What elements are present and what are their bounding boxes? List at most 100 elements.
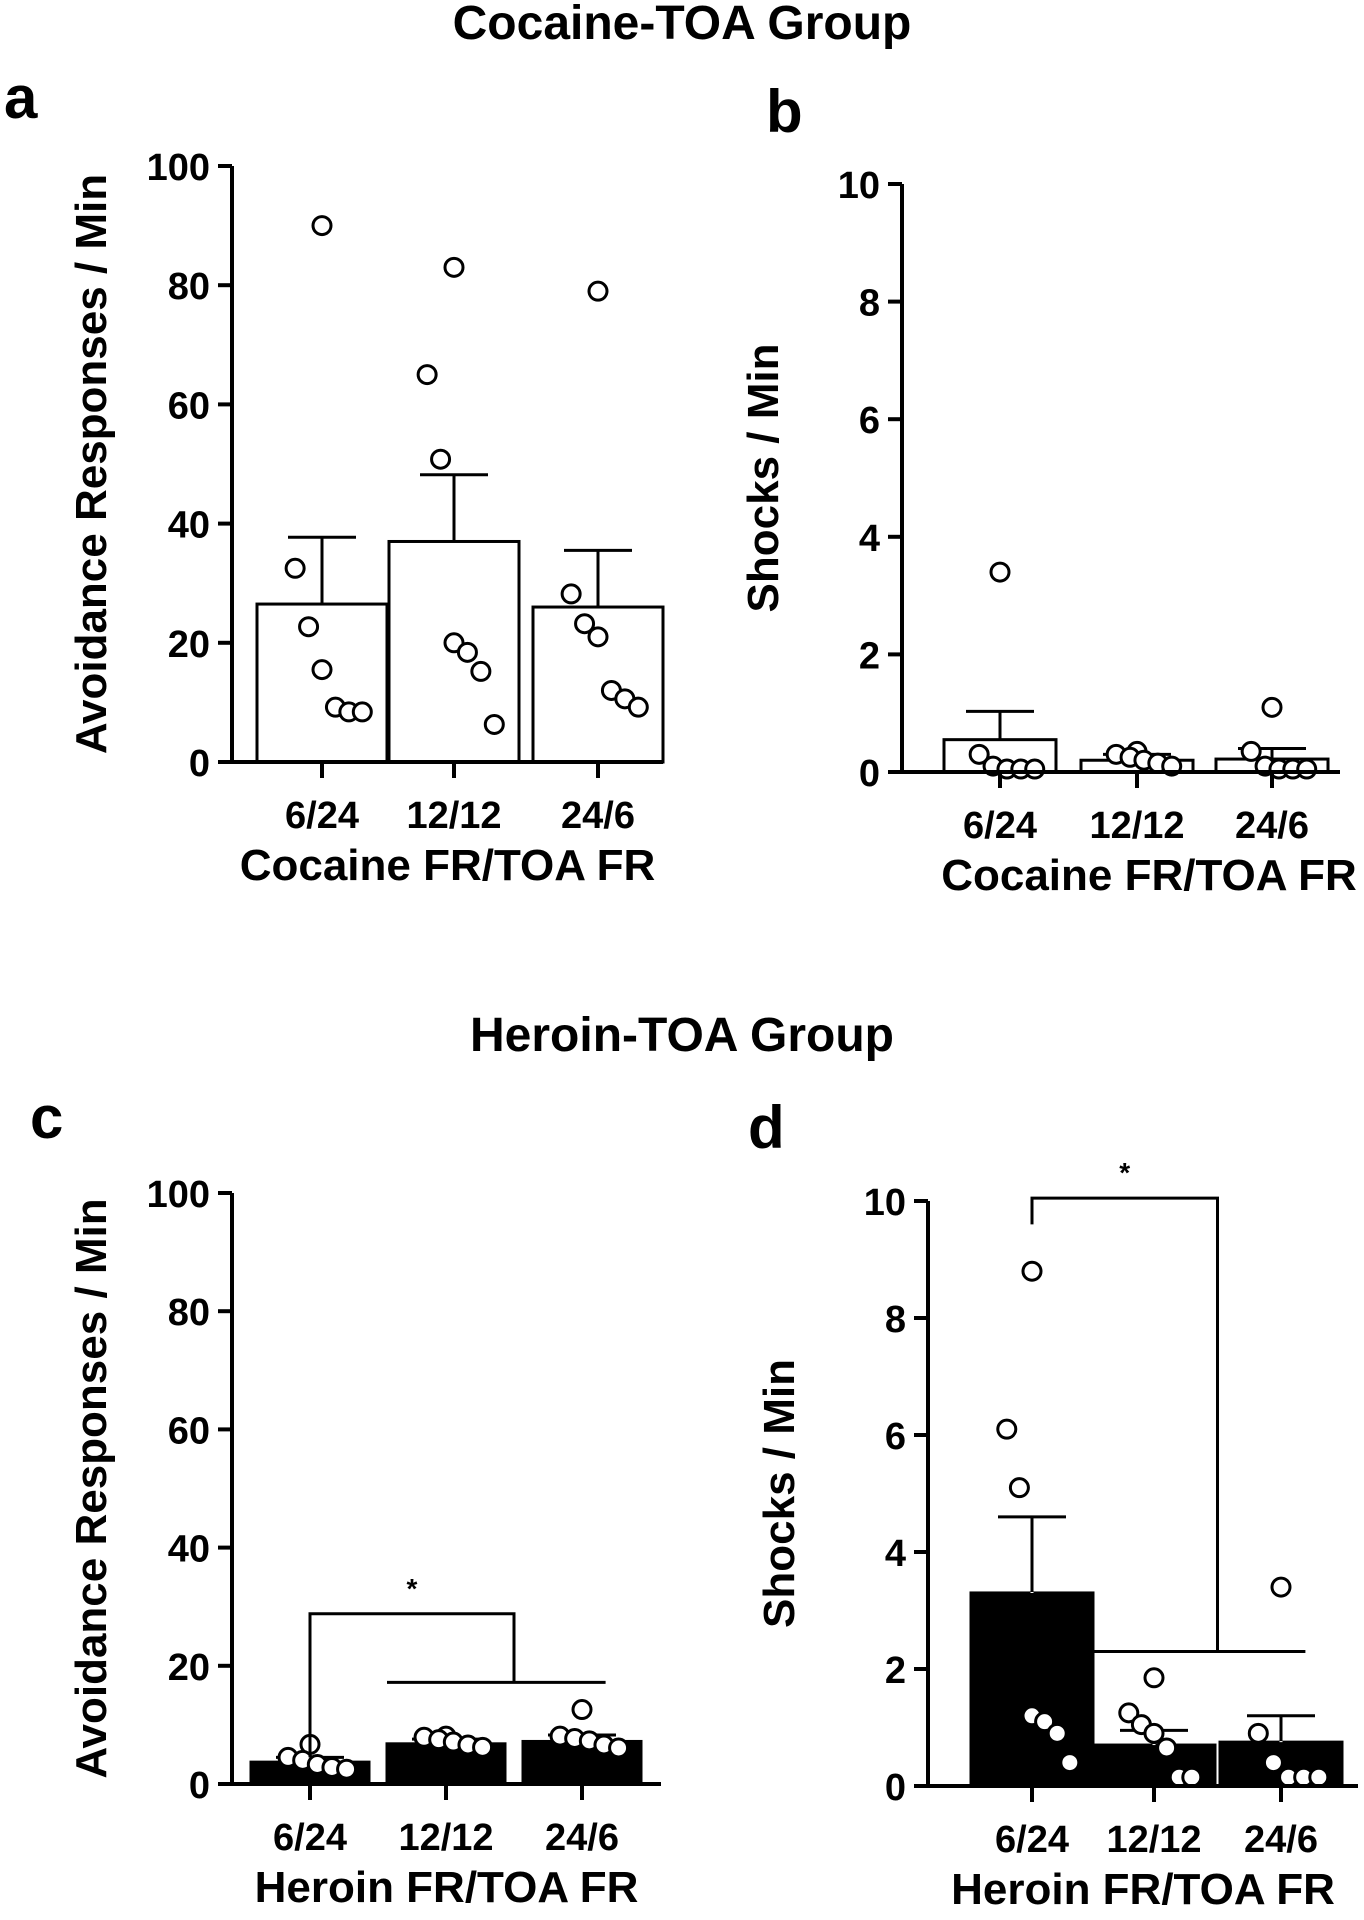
- x-tick-label: 12/12: [1089, 805, 1184, 847]
- bar-6/24: [255, 602, 389, 764]
- panel-letter-b: b: [766, 78, 803, 145]
- data-point: [1247, 1722, 1269, 1744]
- data-point: [574, 613, 596, 635]
- data-point: [430, 448, 452, 470]
- panel-letter-a: a: [4, 64, 38, 131]
- data-point: [1240, 740, 1262, 762]
- y-tick-label: 10: [864, 1182, 906, 1224]
- x-tick-label: 6/24: [963, 805, 1037, 847]
- group-title-cocaine: Cocaine-TOA Group: [452, 0, 912, 50]
- data-point: [284, 557, 306, 579]
- y-tick-label: 40: [168, 1529, 210, 1571]
- data-point: [1143, 1722, 1165, 1744]
- data-point: [311, 659, 333, 681]
- x-tick-label: 24/6: [561, 795, 635, 837]
- data-point: [1046, 1722, 1068, 1744]
- data-point: [1008, 1477, 1030, 1499]
- y-tick-label: 20: [168, 624, 210, 666]
- data-point: [336, 1758, 358, 1780]
- data-point: [560, 583, 582, 605]
- x-tick-label: 6/24: [995, 1819, 1069, 1861]
- y-tick-label: 0: [859, 753, 880, 795]
- data-point: [416, 364, 438, 386]
- data-point: [1034, 1711, 1056, 1733]
- significance-bracket: [308, 1612, 516, 1758]
- y-tick-label: 60: [168, 1410, 210, 1452]
- data-point: [1059, 1752, 1081, 1774]
- x-axis-label: Cocaine FR/TOA FR: [240, 841, 656, 890]
- y-tick-label: 2: [885, 1650, 906, 1692]
- data-point: [1308, 1766, 1330, 1788]
- y-tick-label: 6: [859, 400, 880, 442]
- data-point: [470, 660, 492, 682]
- panel-letter-c: c: [30, 1084, 63, 1151]
- data-point: [608, 1737, 630, 1759]
- y-tick-label: 4: [859, 518, 880, 560]
- y-tick-label: 80: [168, 266, 210, 308]
- data-point: [351, 701, 373, 723]
- x-tick-label: 12/12: [398, 1817, 493, 1859]
- y-tick-label: 2: [859, 635, 880, 677]
- panel-letter-d: d: [748, 1094, 785, 1161]
- data-point: [587, 280, 609, 302]
- data-point: [1296, 758, 1318, 780]
- y-tick-label: 0: [885, 1767, 906, 1809]
- data-point: [571, 1699, 593, 1721]
- y-tick-label: 60: [168, 385, 210, 427]
- data-point: [443, 256, 465, 278]
- data-point: [1021, 1260, 1043, 1282]
- significance-star: *: [407, 1573, 418, 1604]
- y-tick-label: 0: [189, 743, 210, 785]
- data-point: [1270, 1576, 1292, 1598]
- y-tick-label: 20: [168, 1647, 210, 1689]
- data-point: [989, 561, 1011, 583]
- data-point: [1118, 1702, 1140, 1724]
- y-axis-label: Shocks / Min: [739, 344, 788, 613]
- y-tick-label: 8: [859, 283, 880, 325]
- significance-bracket: [1030, 1196, 1219, 1652]
- group-title-heroin: Heroin-TOA Group: [470, 1009, 894, 1062]
- y-tick-label: 80: [168, 1292, 210, 1334]
- x-tick-label: 6/24: [285, 795, 359, 837]
- data-point: [456, 641, 478, 663]
- x-tick-label: 24/6: [1244, 1819, 1318, 1861]
- y-tick-label: 8: [885, 1299, 906, 1341]
- y-tick-label: 100: [147, 1174, 210, 1216]
- data-point: [1262, 1752, 1284, 1774]
- x-tick-label: 6/24: [273, 1817, 347, 1859]
- x-tick-label: 12/12: [406, 795, 501, 837]
- x-tick-label: 24/6: [545, 1817, 619, 1859]
- data-point: [1024, 758, 1046, 780]
- x-tick-label: 12/12: [1106, 1819, 1201, 1861]
- data-point: [298, 616, 320, 638]
- y-tick-label: 0: [189, 1765, 210, 1807]
- y-axis-label: Avoidance Responses / Min: [67, 174, 116, 754]
- data-point: [587, 626, 609, 648]
- data-point: [472, 1736, 494, 1758]
- data-point: [1143, 1667, 1165, 1689]
- x-axis-label: Cocaine FR/TOA FR: [941, 851, 1357, 900]
- significance-star: *: [1119, 1157, 1130, 1188]
- data-point: [311, 215, 333, 237]
- x-tick-label: 24/6: [1235, 805, 1309, 847]
- x-axis-label: Heroin FR/TOA FR: [255, 1863, 639, 1912]
- data-point: [1156, 1737, 1178, 1759]
- y-tick-label: 10: [838, 165, 880, 207]
- y-tick-label: 6: [885, 1416, 906, 1458]
- y-tick-label: 4: [885, 1533, 906, 1575]
- y-axis-label: Avoidance Responses / Min: [67, 1198, 116, 1778]
- data-point: [1181, 1766, 1203, 1788]
- y-axis-label: Shocks / Min: [755, 1359, 804, 1628]
- y-tick-label: 40: [168, 505, 210, 547]
- data-point: [627, 696, 649, 718]
- data-point: [1261, 696, 1283, 718]
- y-tick-label: 100: [147, 147, 210, 189]
- data-point: [968, 743, 990, 765]
- x-axis-label: Heroin FR/TOA FR: [951, 1865, 1335, 1914]
- data-point: [483, 713, 505, 735]
- data-point: [996, 1418, 1018, 1440]
